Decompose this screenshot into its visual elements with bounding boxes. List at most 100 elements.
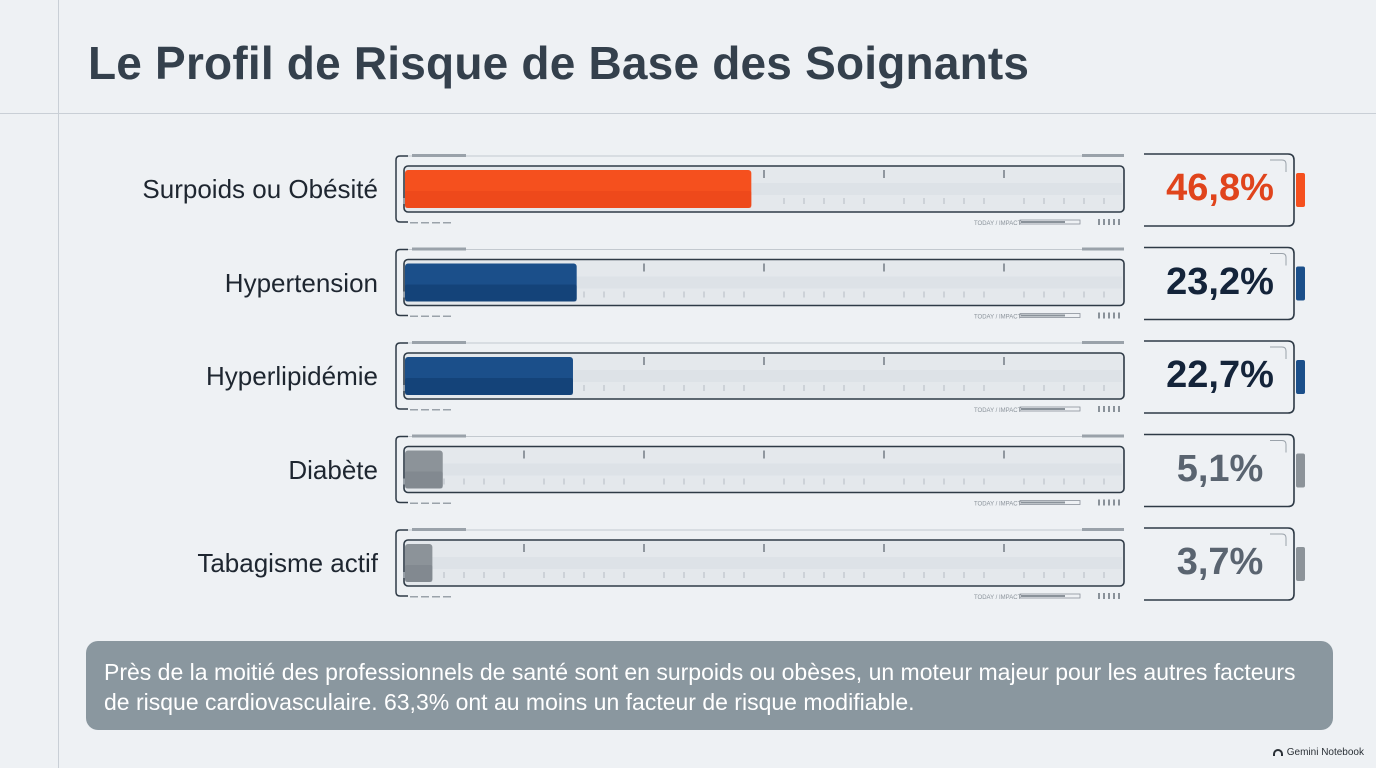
- decor-dash: [432, 222, 440, 224]
- risk-bar-chart: TODAY / IMPACT TODAY / IMPACT TODAY / IMPA…: [395, 153, 1305, 601]
- decor-dash: [410, 315, 418, 317]
- decor-dash: [421, 315, 429, 317]
- value-tab: [1296, 360, 1305, 394]
- decor-dash: [421, 502, 429, 504]
- row-top-tab-right: [1082, 528, 1124, 531]
- decor-bars: [1108, 593, 1110, 599]
- decor-bars: [1118, 312, 1120, 319]
- decor-dash: [443, 222, 451, 224]
- value-box-corner: [1270, 253, 1287, 266]
- decor-meter: [1019, 593, 1081, 599]
- value-box: [1144, 527, 1295, 601]
- value-label: 5,1%: [1176, 447, 1264, 490]
- summary-box: Près de la moitié des professionnels de …: [86, 641, 1333, 730]
- row-top-tab-right: [1082, 434, 1124, 438]
- decor-meter-fill: [1021, 501, 1065, 504]
- decor-dash: [421, 222, 429, 224]
- value-box: [1144, 433, 1295, 508]
- row-top-tab-right: [1082, 154, 1124, 157]
- category-label: Diabète: [288, 454, 378, 485]
- row-bracket: [395, 342, 408, 410]
- decor-dash: [443, 596, 451, 598]
- row-bracket: [395, 248, 408, 317]
- decor-bars: [1118, 499, 1120, 506]
- bar-shade: [405, 191, 752, 208]
- bar-track-band: [406, 463, 1122, 476]
- brand-icon: [1272, 749, 1283, 756]
- decor-dash: [410, 409, 418, 411]
- decor-meter-fill: [1021, 314, 1065, 317]
- value-tab: [1296, 173, 1305, 207]
- bar-shade: [405, 471, 443, 489]
- row-top-tab: [412, 434, 466, 438]
- guide-line-horizontal: [0, 113, 1376, 114]
- value-tab: [1296, 266, 1305, 301]
- decor-bars: [1103, 593, 1105, 599]
- decor-bars: [1098, 219, 1100, 225]
- decor-caption: TODAY / IMPACT: [974, 595, 1022, 601]
- decor-bars: [1098, 593, 1100, 599]
- decor-dash: [432, 315, 440, 317]
- row-top-tab: [412, 528, 466, 531]
- decor-dash: [410, 596, 418, 598]
- decor-bars: [1108, 312, 1110, 319]
- decor-meter: [1019, 313, 1081, 318]
- guide-line-vertical: [58, 0, 59, 768]
- row-top-tab: [412, 154, 466, 157]
- value-label: 3,7%: [1176, 541, 1264, 583]
- decor-bars: [1098, 406, 1100, 412]
- decor-dash: [443, 502, 451, 504]
- row-bracket: [395, 435, 408, 504]
- decor-bars: [1108, 406, 1110, 412]
- decor-caption: TODAY / IMPACT: [974, 221, 1022, 227]
- row-top-tab: [412, 247, 466, 251]
- row-top-tab-right: [1082, 341, 1124, 344]
- decor-bars: [1108, 219, 1110, 225]
- decor-bars: [1108, 499, 1110, 506]
- decor-dash: [432, 502, 440, 504]
- bar-track-band: [406, 370, 1122, 382]
- page-title: Le Profil de Risque de Base des Soignant…: [88, 37, 1030, 89]
- value-box: [1144, 340, 1295, 414]
- decor-meter: [1019, 406, 1081, 412]
- value-box-corner: [1270, 533, 1287, 546]
- value-tab: [1296, 453, 1305, 488]
- decor-dash: [421, 596, 429, 598]
- value-box: [1144, 153, 1295, 227]
- summary-text: Près de la moitié des professionnels de …: [104, 659, 1296, 715]
- decor-bars: [1118, 593, 1120, 599]
- decor-meter-fill: [1021, 408, 1065, 410]
- decor-bars: [1113, 593, 1115, 599]
- decor-bars: [1118, 219, 1120, 225]
- decor-bars: [1113, 499, 1115, 506]
- category-label: Surpoids ou Obésité: [142, 174, 378, 204]
- bar-shade: [405, 565, 433, 582]
- decor-dash: [432, 409, 440, 411]
- decor-bars: [1098, 499, 1100, 506]
- decor-dash: [443, 315, 451, 317]
- decor-bars: [1113, 406, 1115, 412]
- bar-track-band: [406, 276, 1122, 289]
- category-label: Hyperlipidémie: [206, 361, 378, 391]
- decor-bars: [1103, 312, 1105, 319]
- decor-dash: [410, 502, 418, 504]
- decor-caption: TODAY / IMPACT: [974, 408, 1022, 414]
- decor-meter-fill: [1021, 595, 1065, 597]
- bar-track-band: [406, 557, 1122, 569]
- decor-dash: [410, 222, 418, 224]
- row-top-tab-right: [1082, 247, 1124, 251]
- brand-label: Gemini Notebook: [1286, 747, 1364, 758]
- category-label: Tabagisme actif: [197, 548, 378, 578]
- decor-bars: [1113, 219, 1115, 225]
- value-label: 23,2%: [1166, 260, 1274, 303]
- row-bracket: [395, 529, 408, 597]
- decor-bars: [1103, 499, 1105, 506]
- row-bracket: [395, 155, 408, 223]
- decor-bars: [1118, 406, 1120, 412]
- decor-meter: [1019, 500, 1081, 505]
- decor-meter-fill: [1021, 221, 1065, 223]
- value-label: 46,8%: [1166, 167, 1274, 209]
- brand-watermark: Gemini Notebook: [1272, 747, 1364, 758]
- decor-bars: [1098, 312, 1100, 319]
- bar-shade: [405, 378, 573, 395]
